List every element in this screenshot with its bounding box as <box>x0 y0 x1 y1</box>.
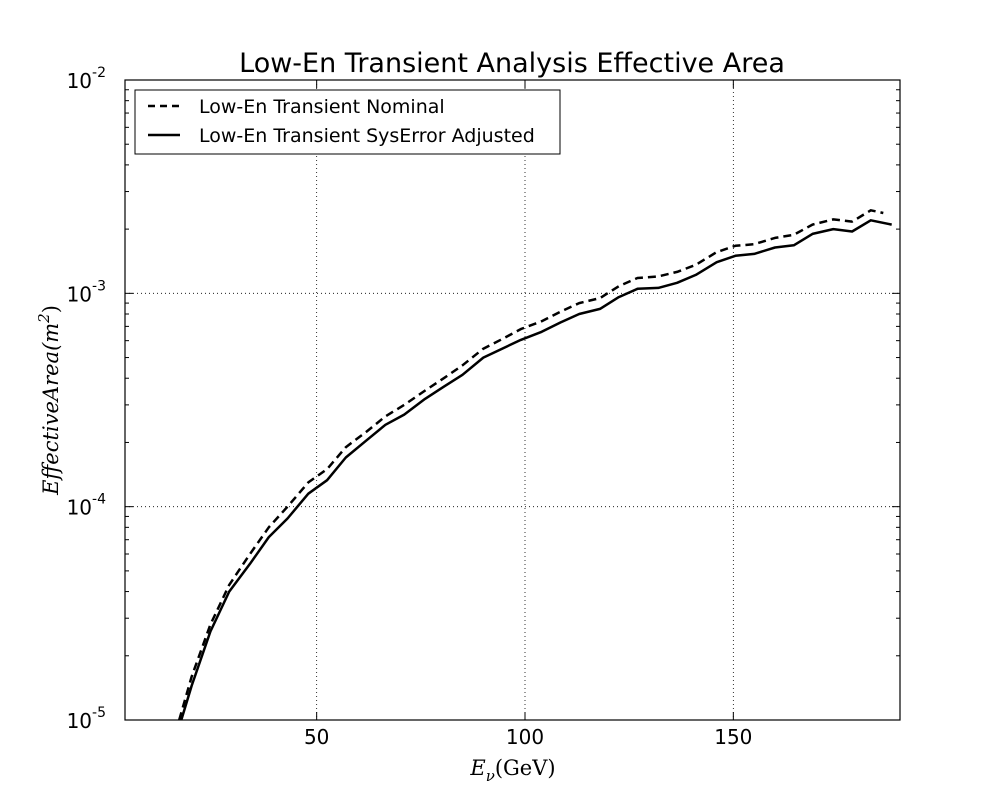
y-tick-label-exponent: -2 <box>92 65 106 81</box>
legend-box <box>134 89 561 155</box>
y-axis-label: EffectiveArea(m2) <box>35 305 63 496</box>
y-tick-label-base: 10 <box>67 709 92 733</box>
plot-frame <box>124 79 901 721</box>
y-tick-label-base: 10 <box>67 282 92 306</box>
x-tick-label: 100 <box>506 725 544 749</box>
y-axis-label-main: EffectiveArea(m <box>39 323 63 496</box>
series-line-syserror <box>180 219 892 720</box>
x-tick-labels: 50 100 150 <box>304 725 752 749</box>
y-tick-label: 10-5 <box>67 705 106 733</box>
legend-label-nominal: Low-En Transient Nominal <box>199 96 445 118</box>
x-axis-label-main: E <box>469 756 485 780</box>
series-line-nominal <box>177 209 884 720</box>
x-axis-label: Eν(GeV) <box>469 756 555 785</box>
legend: Low-En Transient Nominal Low-En Transien… <box>134 89 561 155</box>
x-axis-label-sub: ν <box>486 767 495 785</box>
grid-lines <box>125 80 900 720</box>
y-tick-label-exponent: -3 <box>92 278 106 294</box>
y-tick-label-exponent: -4 <box>92 492 106 508</box>
x-tick-label: 150 <box>714 725 752 749</box>
y-tick-label: 10-4 <box>67 492 107 520</box>
chart-title: Low-En Transient Analysis Effective Area <box>239 48 785 79</box>
y-tick-label: 10-2 <box>67 65 106 93</box>
y-tick-label: 10-3 <box>67 278 106 306</box>
y-tick-labels: 10-510-410-310-2 <box>67 65 107 733</box>
y-tick-label-exponent: -5 <box>92 705 106 721</box>
x-axis-label-rest: (GeV) <box>495 756 556 780</box>
y-axis-label-sup: 2 <box>35 313 53 324</box>
y-axis-label-close: ) <box>39 305 63 313</box>
x-tick-label: 50 <box>304 725 329 749</box>
y-tick-label-base: 10 <box>67 496 92 520</box>
y-tick-label-base: 10 <box>67 69 92 93</box>
legend-label-syserror: Low-En Transient SysError Adjusted <box>199 125 535 147</box>
series-lines <box>177 209 892 720</box>
